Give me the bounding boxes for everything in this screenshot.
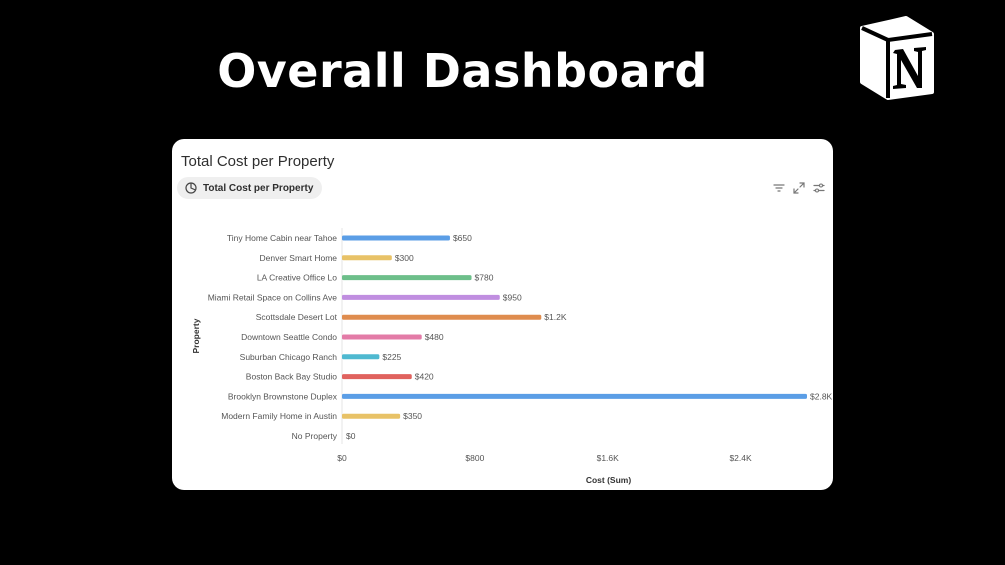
y-tick-label: Brooklyn Brownstone Duplex [228, 391, 338, 401]
bar [342, 255, 392, 261]
data-label: $1.2K [544, 312, 567, 322]
y-tick-label: Miami Retail Space on Collins Ave [208, 292, 338, 302]
y-tick-label: Suburban Chicago Ranch [240, 352, 338, 362]
chart-card-title: Total Cost per Property [181, 153, 335, 170]
data-label: $300 [395, 253, 414, 263]
y-tick-label: No Property [292, 431, 338, 441]
bar [342, 354, 380, 360]
data-label: $0 [346, 431, 356, 441]
y-tick-label: Modern Family Home in Austin [221, 411, 337, 421]
y-tick-label: Denver Smart Home [260, 253, 338, 263]
view-tab-total-cost[interactable]: Total Cost per Property [177, 177, 323, 199]
bar [342, 413, 401, 419]
y-tick-label: Downtown Seattle Condo [241, 332, 337, 342]
x-axis-title: Cost (Sum) [586, 475, 632, 485]
x-tick-label: $1.6K [597, 453, 620, 463]
pie-chart-icon [185, 182, 197, 194]
view-tab-label: Total Cost per Property [203, 182, 314, 194]
data-label: $780 [475, 273, 494, 283]
bar [342, 314, 542, 320]
x-tick-label: $800 [465, 453, 484, 463]
bar [342, 275, 472, 281]
data-label: $950 [503, 292, 522, 302]
bar [342, 334, 422, 340]
y-tick-label: Boston Back Bay Studio [246, 372, 337, 382]
y-axis-title: Property [191, 318, 201, 353]
bar [342, 374, 412, 380]
data-label: $225 [382, 352, 401, 362]
settings-sliders-icon[interactable] [813, 182, 825, 194]
chart-card: Total Cost per Property Total Cost per P… [172, 139, 833, 490]
bar [342, 294, 500, 300]
data-label: $480 [425, 332, 444, 342]
data-label: $650 [453, 233, 472, 243]
page-title: Overall Dashboard [217, 44, 708, 98]
data-label: $420 [415, 372, 434, 382]
notion-logo-icon [860, 16, 934, 100]
y-tick-label: LA Creative Office Lo [257, 273, 337, 283]
bar [342, 393, 807, 399]
x-tick-label: $2.4K [729, 453, 752, 463]
expand-icon[interactable] [793, 182, 805, 194]
bar [342, 235, 450, 241]
y-tick-label: Scottsdale Desert Lot [256, 312, 338, 322]
data-label: $2.8K [810, 391, 833, 401]
filter-icon[interactable] [773, 182, 785, 194]
x-tick-label: $0 [337, 453, 347, 463]
bar-chart: Tiny Home Cabin near Tahoe $650 Denver Sma… [191, 228, 833, 485]
data-label: $350 [403, 411, 422, 421]
chart-toolbar [773, 182, 825, 194]
y-tick-label: Tiny Home Cabin near Tahoe [227, 233, 337, 243]
